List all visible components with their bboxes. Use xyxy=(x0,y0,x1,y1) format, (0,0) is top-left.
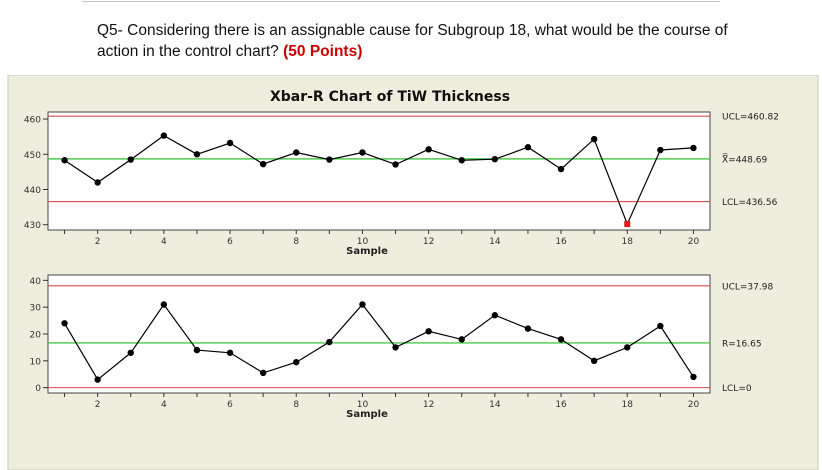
xbar-data-point xyxy=(690,144,697,152)
range-x-tick-label: 16 xyxy=(555,400,567,410)
range-x-tick-label: 8 xyxy=(293,400,299,410)
range-y-tick-label: 30 xyxy=(30,304,42,314)
range-data-point xyxy=(226,349,234,356)
xbar-data-point xyxy=(61,157,68,164)
chart-title: Xbar-R Chart of TiW Thickness xyxy=(270,89,510,105)
range-plot-area xyxy=(47,274,711,394)
xbar-x-tick-label: 6 xyxy=(227,237,233,247)
xbar-y-tick-label: 430 xyxy=(24,221,41,231)
range-y-tick-label: 10 xyxy=(30,357,42,367)
xbar-data-point xyxy=(160,132,168,139)
range-data-point xyxy=(557,336,565,343)
xbar-data-point xyxy=(193,151,201,158)
range-data-point xyxy=(61,320,68,327)
range-lcl-label: LCL=0 xyxy=(722,384,752,394)
range-data-point xyxy=(392,344,399,351)
range-x-tick-label: 2 xyxy=(95,400,101,410)
question-prompt: Q5- Considering there is an assignable c… xyxy=(97,20,737,62)
xbar-data-point xyxy=(359,149,366,156)
xbar-y-tick-label: 460 xyxy=(24,116,41,126)
range-data-point xyxy=(193,346,201,354)
range-x-tick-label: 10 xyxy=(357,400,369,410)
xbar-r-chart-svg: Xbar-R Chart of TiW Thickness 4304404504… xyxy=(7,75,819,470)
xbar-y-tick-label: 440 xyxy=(24,186,41,196)
xbar-x-tick-label: 12 xyxy=(423,237,434,247)
range-data-point xyxy=(127,349,134,356)
range-x-axis-label: Sample xyxy=(346,409,388,420)
range-data-point xyxy=(94,376,101,383)
xbar-data-point xyxy=(590,135,598,143)
xbar-series-line xyxy=(64,134,694,226)
range-y-tick-label: 0 xyxy=(35,384,41,394)
range-data-point xyxy=(458,336,465,343)
range-data-point xyxy=(359,301,366,308)
range-chart-panel: 0 10 20 30 40 2 4 6 8 10 12 14 16 18 20 Sample UCL=37.98… xyxy=(30,274,773,420)
xbar-x-axis-label: Sample xyxy=(346,246,388,257)
xbar-x-tick-label: 10 xyxy=(357,237,369,247)
xbar-data-point xyxy=(293,149,300,156)
range-series-line xyxy=(63,303,694,381)
xbar-data-point xyxy=(127,156,134,163)
xbar-data-point xyxy=(392,161,399,168)
xbar-data-point xyxy=(94,179,101,186)
xbar-x-tick-label: 8 xyxy=(293,237,299,247)
top-divider xyxy=(82,1,720,2)
range-data-point xyxy=(293,358,300,366)
xbar-data-point xyxy=(259,160,267,168)
range-x-tick-label: 12 xyxy=(423,400,434,410)
range-x-tick-label: 18 xyxy=(622,400,634,410)
xbar-x-tick-label: 2 xyxy=(95,237,101,247)
range-data-point xyxy=(326,338,333,346)
xbar-data-point xyxy=(326,156,333,163)
range-y-tick-label: 20 xyxy=(30,331,42,341)
range-ucl-label: UCL=37.98 xyxy=(722,282,773,292)
xbar-x-tick-label: 4 xyxy=(161,237,167,247)
xbar-data-point xyxy=(425,146,432,153)
xbar-x-tick-label: 20 xyxy=(688,237,700,247)
xbar-data-point xyxy=(524,144,532,151)
xbar-data-point xyxy=(458,157,465,164)
xbar-data-point xyxy=(226,139,234,147)
range-data-point xyxy=(491,312,499,319)
xbar-r-chart-figure: Xbar-R Chart of TiW Thickness 430 440 450 4… xyxy=(0,75,822,470)
range-rbar-label: R=16.65 xyxy=(722,339,762,349)
range-data-point xyxy=(160,301,168,308)
question-points: (50 Points) xyxy=(283,43,363,60)
range-x-tick-label: 4 xyxy=(161,400,167,410)
xbar-x-tick-label: 18 xyxy=(622,237,634,247)
range-x-tick-label: 20 xyxy=(688,400,700,410)
xbar-plot-area xyxy=(47,111,711,231)
xbar-y-tick-label: 450 xyxy=(24,151,41,161)
xbar-out-of-control-point xyxy=(624,221,631,228)
xbar-ucl-label: UCL=460.82 xyxy=(722,113,779,123)
range-y-tick-label: 40 xyxy=(30,277,42,287)
xbar-x-tick-label: 16 xyxy=(555,237,567,247)
range-data-point xyxy=(657,322,664,330)
range-data-point xyxy=(590,357,598,365)
range-data-point xyxy=(259,369,267,377)
range-x-tick-label: 14 xyxy=(489,400,501,410)
xbar-lcl-label: LCL=436.56 xyxy=(722,198,778,208)
range-x-tick-label: 6 xyxy=(227,400,233,410)
question-text: Q5- Considering there is an assignable c… xyxy=(97,22,728,60)
xbar-xbar-label: X̿=448.69 xyxy=(722,154,767,166)
range-data-point xyxy=(690,373,697,381)
range-data-point xyxy=(624,344,631,351)
xbar-data-point xyxy=(657,146,664,154)
xbar-x-tick-label: 14 xyxy=(489,237,501,247)
xbar-data-point xyxy=(491,156,499,163)
xbar-chart-panel: 430 440 450 460 2 4 6 8 10 12 14 16 18 20 Sample UCL=46… xyxy=(24,111,779,257)
range-data-point xyxy=(425,328,432,335)
range-data-point xyxy=(524,325,532,332)
xbar-data-point xyxy=(557,165,565,173)
